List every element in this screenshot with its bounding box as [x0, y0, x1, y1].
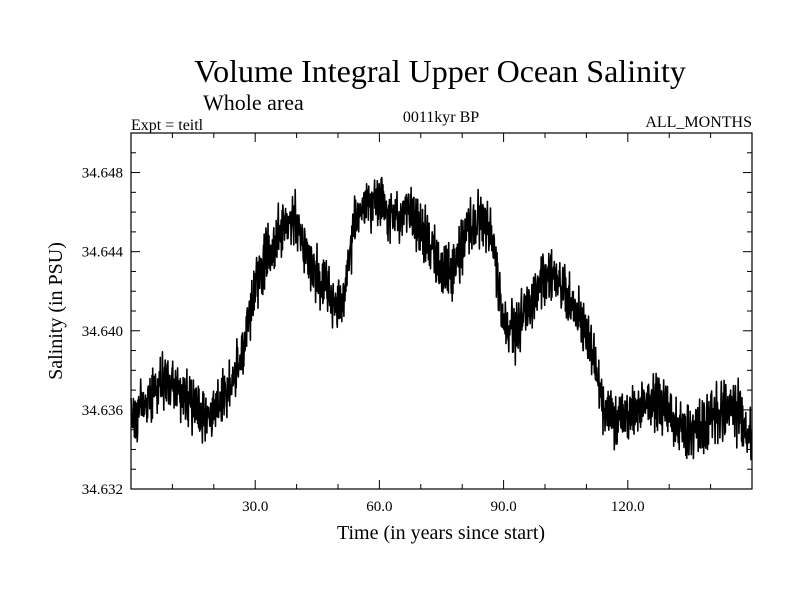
experiment-label: Expt = teitl — [131, 117, 204, 134]
y-tick-label: 34.640 — [82, 324, 123, 340]
chart-subtitle: Whole area — [203, 90, 304, 115]
chart-title: Volume Integral Upper Ocean Salinity — [194, 53, 686, 89]
x-tick-label: 120.0 — [611, 499, 645, 515]
y-tick-label: 34.644 — [82, 245, 124, 261]
y-axis: 34.632 34.636 34.640 34.644 34.648 — [82, 152, 752, 498]
y-tick-label: 34.648 — [82, 166, 123, 182]
x-axis: 30.0 60.0 90.0 120.0 — [171, 133, 712, 515]
plot-frame — [130, 132, 753, 490]
x-axis-label: Time (in years since start) — [337, 522, 545, 544]
x-tick-label: 90.0 — [490, 499, 516, 515]
period-label: 0011kyr BP — [403, 109, 479, 126]
salinity-series-line — [130, 176, 753, 461]
months-label: ALL_MONTHS — [645, 114, 752, 131]
y-axis-label: Salinity (in PSU) — [45, 242, 67, 380]
x-tick-label: 30.0 — [242, 499, 268, 515]
y-tick-label: 34.636 — [82, 403, 124, 419]
x-tick-label: 60.0 — [366, 499, 392, 515]
y-tick-label: 34.632 — [82, 482, 123, 498]
